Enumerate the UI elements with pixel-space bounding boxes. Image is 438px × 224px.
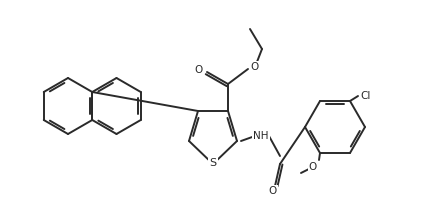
Text: NH: NH xyxy=(253,131,268,141)
Text: O: O xyxy=(194,65,203,75)
Text: O: O xyxy=(308,162,316,172)
Text: Cl: Cl xyxy=(360,91,371,101)
Text: O: O xyxy=(250,62,258,72)
Text: S: S xyxy=(209,158,216,168)
Text: O: O xyxy=(268,186,276,196)
